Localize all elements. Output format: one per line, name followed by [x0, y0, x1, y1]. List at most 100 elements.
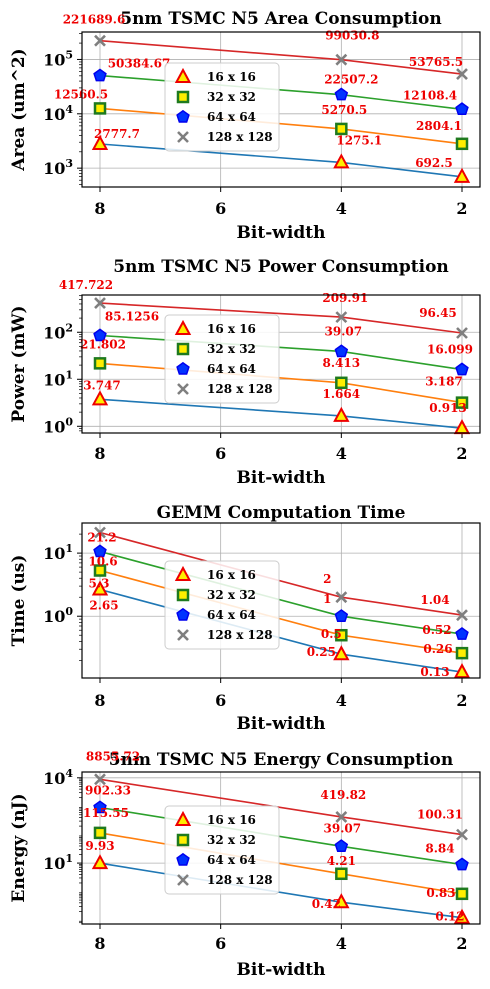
data-label: 10.6	[88, 555, 117, 569]
data-point-marker	[91, 134, 109, 151]
data-label: 96.45	[419, 306, 457, 320]
series-line-3	[99, 334, 463, 371]
legend-marker	[176, 361, 190, 375]
y-axis-label: Power (mW)	[9, 305, 29, 422]
data-label: 0.83	[426, 886, 455, 900]
chart-title: GEMM Computation Time	[157, 503, 406, 523]
data-point-marker	[93, 800, 107, 814]
y-tick-base: 10	[43, 50, 65, 69]
chart-title: 5nm TSMC N5 Power Consumption	[113, 257, 449, 277]
y-tick-exponent: 0	[65, 605, 73, 618]
x-tick-label: 4	[336, 934, 347, 953]
data-point-marker	[93, 68, 107, 82]
y-tick-base: 10	[43, 854, 65, 873]
series-line-3	[99, 550, 463, 635]
x-tick-label: 6	[215, 934, 226, 953]
data-point-marker	[335, 53, 348, 66]
data-label: 99030.8	[325, 29, 379, 43]
data-point-marker	[91, 390, 109, 406]
data-point-marker	[456, 68, 468, 81]
data-point-marker	[456, 828, 468, 841]
chart-title: 5nm TSMC N5 Energy Consumption	[109, 750, 453, 770]
legend-marker	[177, 131, 189, 143]
legend-marker	[176, 342, 190, 356]
data-label: 902.33	[85, 783, 131, 797]
data-point-marker	[334, 609, 349, 622]
data-point-marker	[455, 362, 469, 376]
x-tick-label: 6	[215, 691, 226, 710]
x-tick-label: 2	[456, 199, 467, 218]
data-point-marker	[453, 663, 471, 679]
chart-panel-2: 5nm TSMC N5 Power Consumption 8 6 4 2 Bit-wid…	[9, 257, 481, 488]
y-axis-label: Time (us)	[9, 555, 29, 647]
data-label: 8.84	[425, 842, 454, 856]
data-point-marker	[334, 839, 349, 853]
data-label: 2804.1	[416, 119, 462, 133]
data-point-marker	[333, 153, 350, 169]
legend-marker	[174, 67, 192, 83]
legend-label: 64 x 64	[207, 608, 256, 622]
legend-label: 16 x 16	[207, 70, 256, 84]
data-point-marker	[455, 646, 469, 660]
data-point-marker	[93, 328, 107, 342]
data-label: 1275.1	[336, 133, 382, 147]
legend-marker	[174, 319, 192, 335]
data-point-marker	[335, 122, 348, 136]
legend-label: 64 x 64	[207, 853, 256, 867]
y-tick-base: 10	[43, 370, 65, 389]
data-label: 115.55	[83, 806, 129, 820]
legend-label: 32 x 32	[207, 342, 256, 356]
legend-marker	[177, 629, 189, 641]
data-label: 1.04	[420, 593, 449, 607]
legend-label: 128 x 128	[207, 382, 273, 396]
chart-panel-4: 5nm TSMC N5 Energy Consumption 8 6 4 2 Bit-wi…	[9, 749, 481, 980]
data-label: 3.747	[83, 378, 121, 392]
legend-label: 64 x 64	[207, 362, 256, 376]
data-label: 0.26	[423, 642, 452, 656]
y-tick-label: 101	[43, 542, 73, 563]
y-tick-label: 104	[43, 767, 73, 788]
y-tick-label: 104	[43, 103, 73, 124]
y-tick-label: 105	[43, 48, 73, 69]
plot-frame	[81, 522, 481, 679]
data-label: 419.82	[320, 788, 366, 802]
data-label: 21.802	[80, 337, 126, 351]
data-label: 53765.5	[409, 55, 463, 69]
data-point-marker	[455, 102, 469, 116]
data-point-marker	[333, 893, 350, 909]
y-tick-exponent: 4	[65, 103, 73, 116]
data-label: 2777.7	[94, 127, 140, 141]
y-tick-label: 101	[43, 368, 73, 389]
data-point-marker	[453, 908, 471, 924]
data-label: 12560.5	[54, 87, 108, 101]
data-point-marker	[91, 580, 109, 596]
chart-panel-1: 5nm TSMC N5 Area Consumption 8 6 4 2 Bit-widt…	[9, 9, 481, 243]
legend-label: 32 x 32	[207, 588, 256, 602]
data-point-marker	[94, 297, 106, 309]
data-label: 16.099	[427, 343, 473, 357]
x-tick-label: 8	[94, 199, 105, 218]
y-tick-exponent: 1	[65, 542, 73, 555]
data-label: 100.31	[417, 808, 463, 822]
data-point-marker	[333, 406, 350, 422]
data-point-marker	[335, 628, 348, 642]
data-label: 4.21	[327, 854, 356, 868]
legend-marker	[174, 810, 192, 826]
data-point-marker	[455, 857, 469, 871]
series-line-2	[99, 362, 463, 404]
chart-title: 5nm TSMC N5 Area Consumption	[120, 9, 442, 29]
y-tick-exponent: 4	[65, 767, 73, 780]
x-axis-label: Bit-width	[237, 468, 326, 488]
data-point-marker	[335, 591, 348, 604]
series-line-1	[99, 143, 463, 178]
data-label: 1	[323, 592, 331, 606]
data-point-marker	[455, 887, 469, 901]
legend-marker	[174, 565, 192, 581]
y-tick-exponent: 1	[65, 852, 73, 865]
legend-label: 16 x 16	[207, 322, 256, 336]
legend-marker	[177, 874, 189, 886]
y-tick-label: 100	[43, 415, 73, 436]
data-label: 39.07	[325, 324, 363, 338]
